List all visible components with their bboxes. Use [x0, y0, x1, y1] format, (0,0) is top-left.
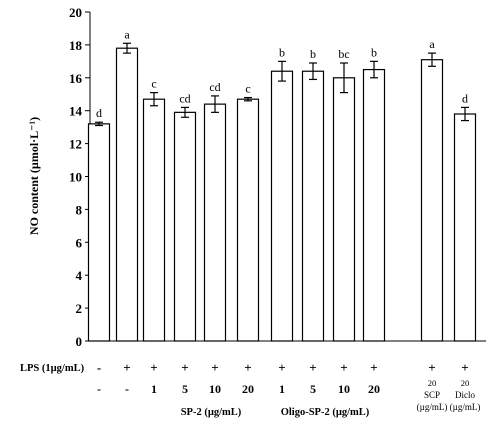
significance-letter: cd	[179, 91, 190, 105]
y-tick-label: 6	[76, 235, 83, 250]
lps-sign: +	[181, 360, 188, 375]
bar	[332, 77, 356, 342]
lps-sign: +	[278, 360, 285, 375]
y-axis-label: NO content (µmol·L⁻¹)	[27, 117, 41, 235]
significance-letter: a	[124, 27, 130, 41]
bar	[362, 68, 386, 342]
dose-unit: (µg/mL)	[450, 402, 481, 412]
lps-sign: +	[428, 360, 435, 375]
bar	[420, 59, 444, 342]
lps-sign: +	[309, 360, 316, 375]
dose-value: -	[97, 382, 101, 396]
lps-sign: +	[244, 360, 251, 375]
y-tick-label: 18	[69, 38, 83, 53]
y-tick-label: 14	[69, 104, 83, 119]
significance-letter: b	[310, 47, 316, 61]
dose-unit: (µg/mL)	[417, 402, 448, 412]
significance-letter: c	[245, 82, 250, 96]
lps-sign: +	[150, 360, 157, 375]
x-table: - - + - +1 +5 +10 +20 +1 +5 +10 +20 +20 SCP (µg/mL) +20…	[97, 360, 481, 412]
significance-letter: d	[462, 91, 468, 105]
dose-value: 1	[151, 382, 157, 396]
y-tick-label: 0	[76, 334, 83, 349]
treatment-label: SCP	[424, 390, 440, 400]
significance-letter: cd	[209, 80, 220, 94]
bar	[301, 70, 325, 342]
y-tick-label: 16	[69, 71, 83, 86]
lps-sign: +	[461, 360, 468, 375]
bar	[173, 111, 197, 342]
significance-letter: b	[279, 45, 285, 59]
dose-value: 20	[368, 382, 380, 396]
lps-sign: -	[97, 360, 101, 375]
y-tick-label: 4	[76, 268, 83, 283]
y-tick-label: 8	[76, 202, 83, 217]
dose-value: 5	[182, 382, 188, 396]
y-axis: 0 2 4 6 8 10 12 14 16 18 20	[69, 5, 91, 349]
significance-letter: c	[151, 77, 156, 91]
lps-sign: +	[370, 360, 377, 375]
dose-value: 20	[461, 378, 470, 388]
lps-sign: +	[123, 360, 130, 375]
bar	[453, 113, 477, 342]
lps-label: LPS (1µg/mL)	[20, 363, 85, 374]
significance-letter: bc	[338, 47, 349, 61]
group-label-oligo-sp2: Oligo-SP-2 (µg/mL)	[281, 407, 370, 418]
group-label-sp2: SP-2 (µg/mL)	[181, 407, 242, 418]
bars: d a c cd cd c b b bc b a d	[87, 27, 477, 342]
dose-value: 10	[338, 382, 350, 396]
dose-value: 20	[242, 382, 254, 396]
treatment-label: Diclo	[455, 390, 475, 400]
dose-value: -	[125, 382, 129, 396]
dose-value: 10	[209, 382, 221, 396]
y-tick-label: 10	[69, 170, 82, 185]
lps-sign: +	[211, 360, 218, 375]
bar	[203, 103, 227, 342]
y-tick-label: 2	[76, 301, 83, 316]
bar	[87, 123, 111, 342]
dose-value: 5	[310, 382, 316, 396]
y-ticks: 0 2 4 6 8 10 12 14 16 18 20	[69, 5, 90, 349]
bar	[236, 98, 260, 342]
y-tick-label: 20	[69, 5, 82, 20]
bar	[142, 98, 166, 342]
bar	[270, 70, 294, 342]
bar	[115, 47, 139, 342]
significance-letter: b	[371, 45, 377, 59]
significance-letter: a	[429, 37, 435, 51]
y-tick-label: 12	[69, 137, 82, 152]
significance-letter: d	[96, 106, 102, 120]
dose-value: 1	[279, 382, 285, 396]
dose-value: 20	[428, 378, 437, 388]
lps-sign: +	[340, 360, 347, 375]
